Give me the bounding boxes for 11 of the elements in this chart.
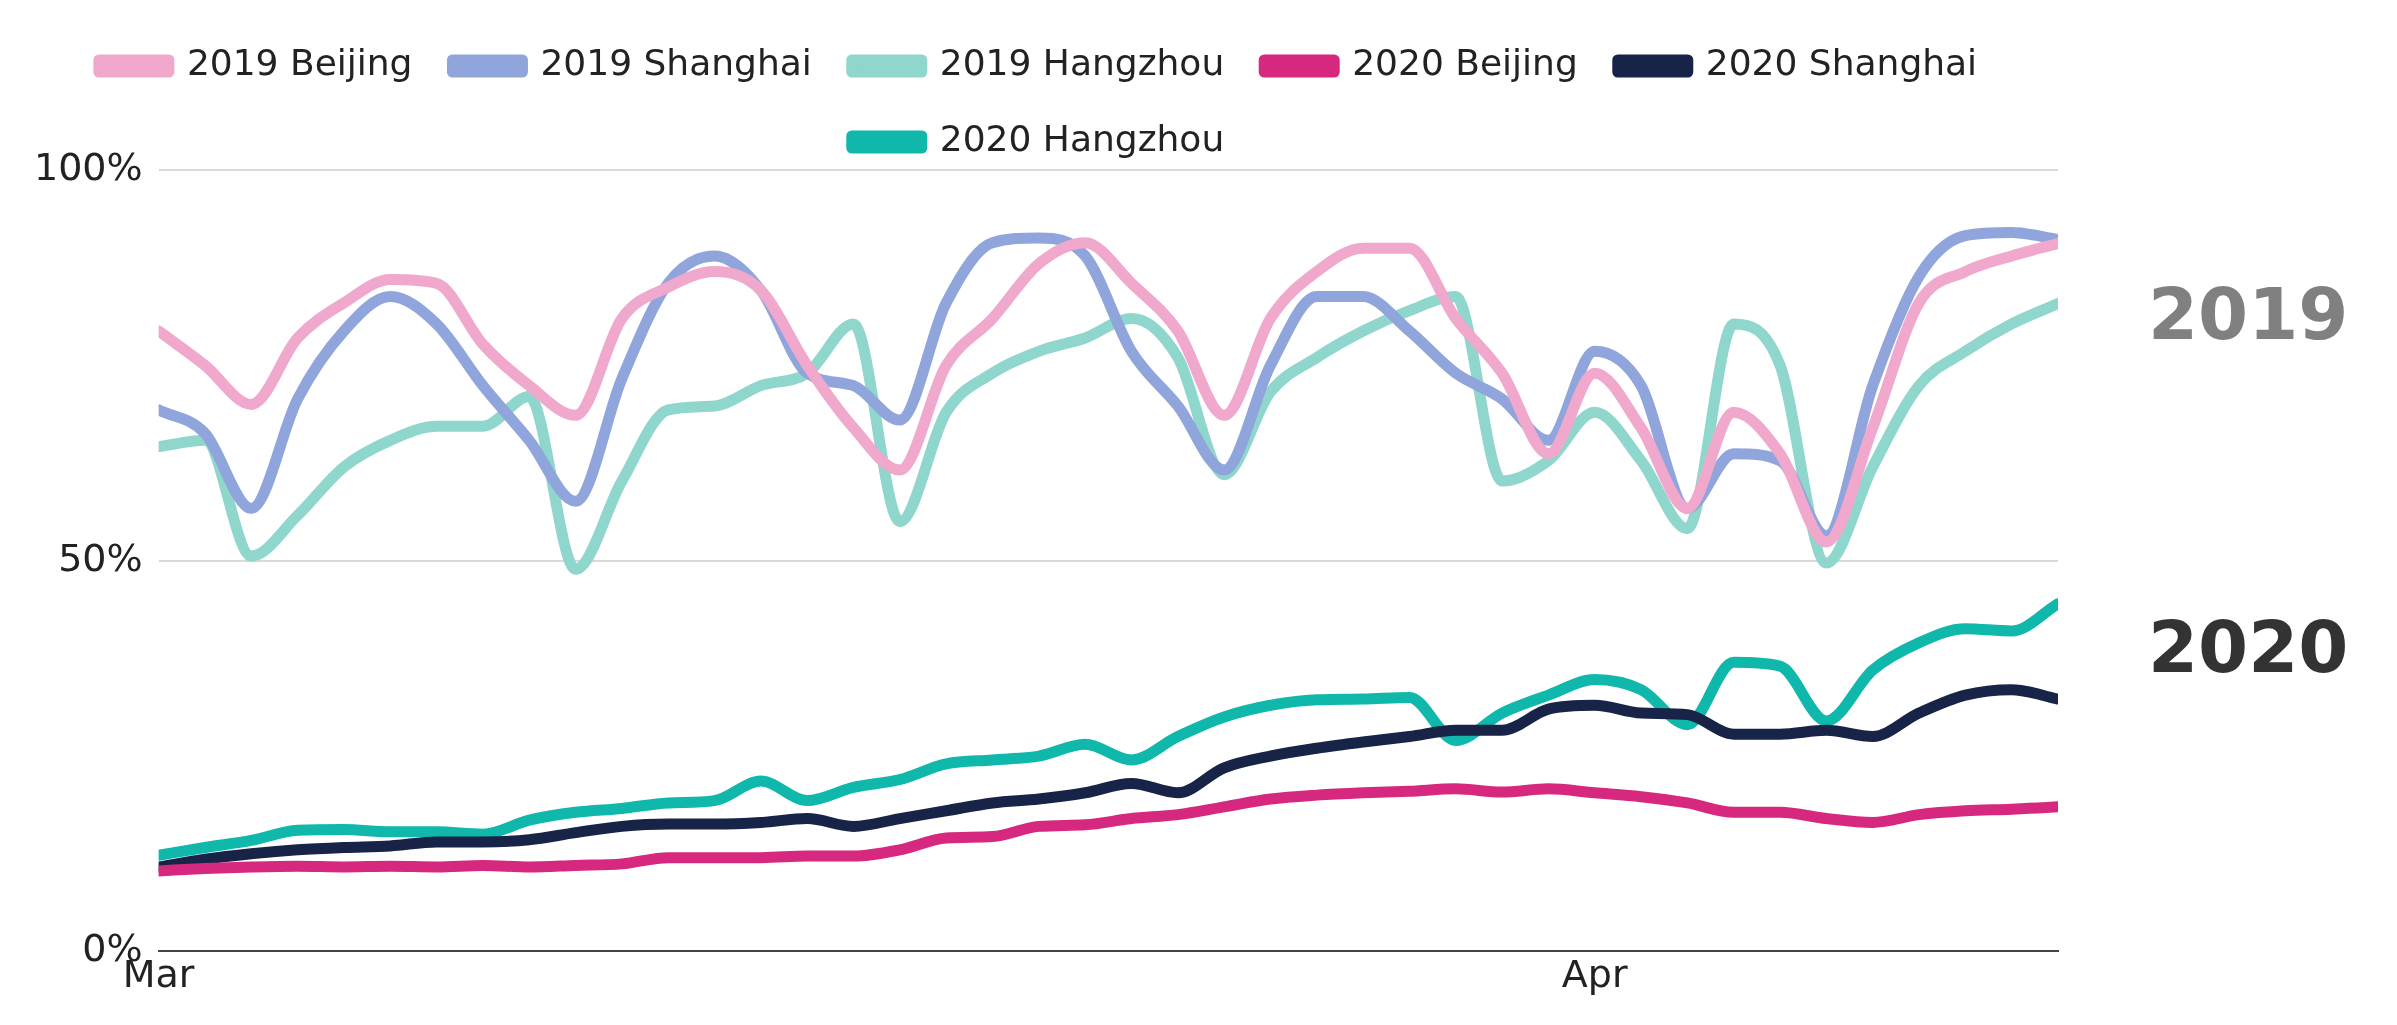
y-tick-label: 100%: [34, 144, 143, 189]
x-tick-label: Apr: [1561, 952, 1628, 997]
legend-label: 2019 Hangzhou: [939, 42, 1225, 84]
legend-label: 2020 Beijing: [1352, 42, 1578, 84]
text: 2020: [2148, 604, 2349, 689]
y-tick-label: 50%: [58, 535, 143, 580]
legend-label: 2019 Shanghai: [540, 42, 812, 84]
legend-label: 2020 Hangzhou: [939, 118, 1225, 160]
legend-label: 2019 Beijing: [186, 42, 413, 84]
legend-label: 2020 Shanghai: [1705, 42, 1978, 84]
text: 2019: [2148, 272, 2349, 357]
